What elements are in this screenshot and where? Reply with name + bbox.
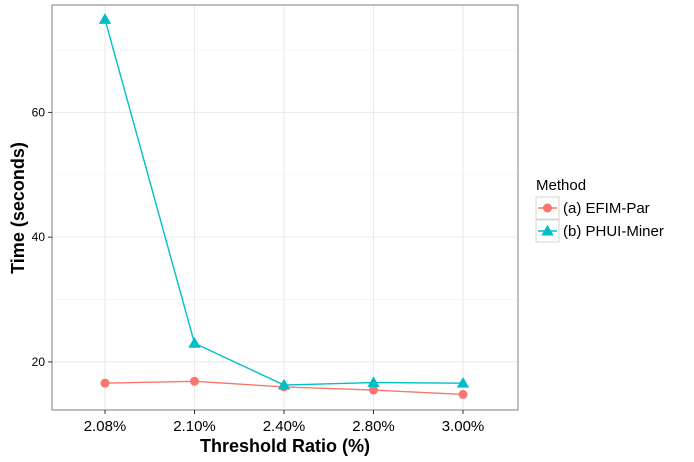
data-point [456, 376, 470, 388]
legend-item: (a) EFIM-Par [535, 196, 650, 220]
plot-panel [51, 4, 519, 411]
legend-label: (b) PHUI-Miner [563, 223, 664, 240]
data-point [188, 337, 201, 348]
data-point [190, 376, 199, 386]
y-tick-label: 40 [32, 230, 46, 244]
panel-border [51, 4, 519, 411]
legend-key-marker [541, 224, 554, 236]
x-tick-label: 2.40% [263, 418, 306, 435]
x-tick-label: 2.80% [352, 418, 395, 435]
x-tick-label: 2.10% [173, 418, 216, 435]
data-point [277, 378, 291, 390]
series-layer [98, 13, 470, 399]
legend-item: (b) PHUI-Miner [535, 219, 664, 243]
data-point [458, 389, 468, 399]
data-point [367, 376, 380, 388]
y-tick-label: 60 [32, 105, 46, 119]
series-2 [98, 13, 470, 390]
gridlines [52, 5, 518, 410]
x-axis-title: Threshold Ratio (%) [200, 436, 370, 456]
x-axis: 2.08% 2.10% 2.40% 2.80% 3.00% [84, 410, 485, 435]
legend-key-marker [543, 203, 552, 213]
x-tick-label: 2.08% [84, 418, 127, 435]
data-point [369, 385, 378, 395]
legend-items: (a) EFIM-Par (b) PHUI-Miner [535, 196, 664, 243]
y-tick-label: 20 [32, 355, 46, 369]
legend-title: Method [536, 177, 586, 194]
x-tick-label: 3.00% [442, 418, 485, 435]
legend-label: (a) EFIM-Par [563, 200, 650, 217]
data-point [98, 13, 112, 24]
legend: Method (a) EFIM-Par (b) PHUI-Miner [535, 177, 664, 243]
y-axis: 20 40 60 [32, 105, 52, 369]
y-axis-title: Time (seconds) [8, 142, 28, 274]
panel-background [52, 5, 518, 410]
data-point [100, 378, 110, 388]
